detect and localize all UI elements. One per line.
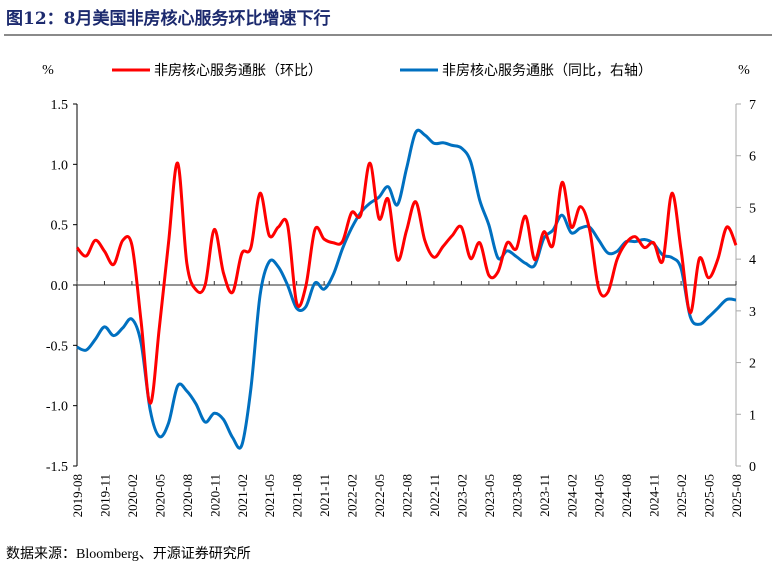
- x-axis-tick-label: 2020-02: [125, 474, 140, 517]
- left-axis-tick-label: 0.5: [51, 219, 69, 234]
- left-axis-tick-label: 0.0: [51, 279, 69, 294]
- x-axis-tick-label: 2022-11: [427, 474, 442, 517]
- x-axis-tick-label: 2019-08: [70, 474, 85, 517]
- left-axis-tick-label: -0.5: [46, 339, 68, 354]
- x-axis-tick-label: 2020-05: [152, 474, 167, 517]
- right-axis-tick-label: 1: [749, 408, 756, 423]
- x-axis-tick-label: 2024-11: [647, 474, 662, 517]
- source-note: 数据来源：Bloomberg、开源证券研究所: [6, 547, 251, 562]
- x-axis-tick-label: 2025-08: [729, 474, 744, 517]
- figure-title: 图12：8月美国非房核心服务环比增速下行: [6, 9, 331, 29]
- left-axis-tick-label: 1.5: [51, 98, 69, 113]
- x-axis-tick-label: 2023-08: [509, 474, 524, 517]
- chart: % % 非房核心服务通胀（环比） 非房核心服务通胀（同比，右轴） -1.5 -1.…: [42, 63, 756, 517]
- x-axis-tick-label: 2022-05: [372, 474, 387, 517]
- right-axis-tick-label: 5: [749, 201, 756, 216]
- x-axis-tick-label: 2019-11: [97, 474, 112, 517]
- left-axis-tick-label: -1.5: [46, 460, 68, 475]
- x-axis-tick-label: 2024-05: [592, 474, 607, 517]
- x-axis-tick-label: 2024-08: [619, 474, 634, 517]
- right-axis-tick-label: 6: [749, 150, 756, 165]
- left-axis-unit: %: [42, 63, 54, 78]
- x-axis-tick-label: 2025-02: [674, 474, 689, 517]
- x-axis-tick-label: 2021-05: [262, 474, 277, 517]
- x-axis-tick-label: 2024-02: [564, 474, 579, 517]
- x-axis-tick-label: 2022-02: [345, 474, 360, 517]
- x-axis-tick-label: 2020-08: [180, 474, 195, 517]
- right-axis-tick-label: 0: [749, 460, 756, 475]
- x-axis-tick-label: 2025-05: [702, 474, 717, 517]
- legend-label-yoy: 非房核心服务通胀（同比，右轴）: [442, 63, 652, 79]
- x-axis-tick-label: 2021-08: [290, 474, 305, 517]
- x-axis-tick-label: 2023-11: [537, 474, 552, 517]
- x-axis-tick-label: 2023-02: [454, 474, 469, 517]
- x-axis-tick-label: 2020-11: [207, 474, 222, 517]
- x-axis-tick-label: 2023-05: [482, 474, 497, 517]
- series-line-mom: [75, 161, 738, 405]
- x-axis-tick-label: 2021-02: [235, 474, 250, 517]
- right-axis-tick-label: 4: [749, 253, 756, 268]
- x-axis-tick-label: 2021-11: [317, 474, 332, 517]
- right-axis-tick-label: 2: [749, 357, 756, 372]
- left-axis-tick-label: -1.0: [46, 400, 68, 415]
- left-axis-tick-label: 1.0: [51, 158, 69, 173]
- legend-label-mom: 非房核心服务通胀（环比）: [154, 63, 322, 79]
- right-axis-tick-label: 3: [749, 305, 756, 320]
- x-axis-tick-label: 2022-08: [400, 474, 415, 517]
- right-axis-unit: %: [738, 63, 750, 78]
- title-divider: [4, 34, 772, 36]
- right-axis-tick-label: 7: [749, 98, 756, 113]
